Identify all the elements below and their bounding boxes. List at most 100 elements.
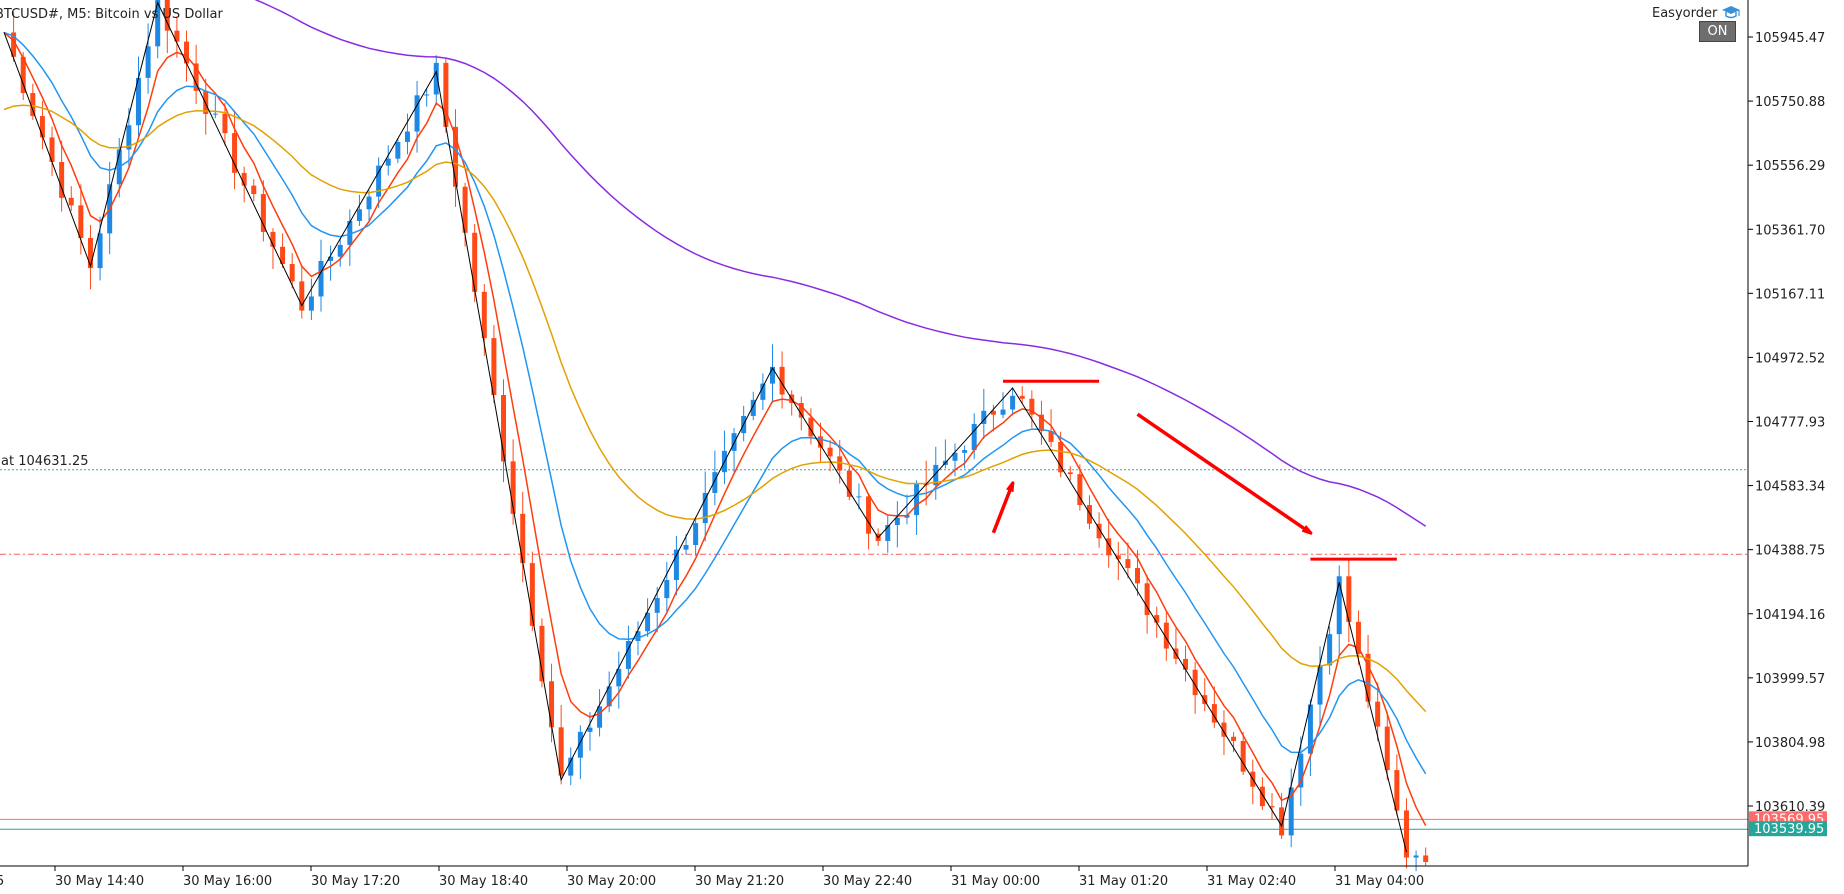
candle-body: [1355, 621, 1361, 654]
candle-body: [914, 483, 920, 516]
candle-body: [568, 757, 574, 776]
candle-body: [1029, 398, 1035, 415]
candle-body: [1115, 555, 1121, 560]
candle-body: [164, 0, 170, 31]
candle-body: [1375, 701, 1381, 727]
candle-body: [827, 447, 833, 457]
easyorder-label[interactable]: Easyorder: [1652, 3, 1741, 23]
chart-title: BTCUSD#, M5: Bitcoin vs US Dollar: [0, 7, 223, 22]
candle-body: [462, 186, 468, 233]
candle-body: [30, 93, 36, 117]
candle-body: [212, 113, 218, 115]
candle-body: [1327, 634, 1333, 666]
candle-body: [702, 492, 708, 524]
candle-body: [1298, 753, 1304, 788]
candle-body: [933, 464, 939, 486]
candle-body: [549, 681, 555, 728]
candle-body: [20, 56, 26, 94]
y-tick-label: 105750.88: [1755, 95, 1825, 110]
candle-body: [1211, 704, 1217, 723]
candle-body: [414, 95, 420, 132]
candle-body: [260, 194, 266, 232]
candle-body: [818, 436, 824, 448]
candle-body: [337, 244, 343, 257]
candle-body: [126, 125, 132, 150]
annotation-arrow: [1136, 412, 1311, 533]
candle-body: [529, 563, 535, 626]
candle-body: [808, 417, 814, 437]
candle-body: [49, 137, 55, 162]
y-tick-label: 105556.29: [1755, 159, 1825, 174]
ask-price-tag-bg: [1749, 821, 1827, 837]
candle-body: [1317, 665, 1323, 705]
candle-body: [308, 296, 314, 311]
candle-body: [356, 209, 362, 221]
candle-body: [1423, 855, 1429, 862]
candle-body: [78, 205, 84, 238]
y-tick-label: 105167.11: [1755, 287, 1825, 302]
candle-body: [971, 423, 977, 451]
x-tick-label: 31 May 00:00: [951, 874, 1040, 889]
candle-body: [1394, 770, 1400, 811]
graduation-cap-icon: [1722, 6, 1741, 19]
x-tick-label: 5: [0, 874, 4, 889]
candle-body: [472, 232, 478, 292]
ema-long-line: [254, 0, 1427, 527]
annotation-arrow: [991, 483, 1012, 534]
x-tick-label: 30 May 16:00: [183, 874, 272, 889]
candle-body: [962, 450, 968, 453]
candle-body: [1163, 622, 1169, 649]
candle-body: [193, 63, 199, 91]
zigzag-indicator: [3, 1, 1407, 853]
candles: [11, 0, 1429, 872]
horizontal-levels: [0, 469, 1748, 830]
candle-body: [846, 470, 852, 497]
candle-body: [174, 30, 180, 42]
candle-body: [683, 545, 689, 550]
candle-body: [155, 0, 161, 47]
easyorder-toggle-button[interactable]: ON: [1699, 21, 1736, 42]
x-tick-label: 30 May 22:40: [823, 874, 912, 889]
y-tick-label: 104388.75: [1755, 544, 1825, 559]
easyorder-text: Easyorder: [1652, 5, 1718, 21]
candle-body: [145, 46, 151, 78]
candle-body: [289, 263, 295, 282]
candle-body: [616, 668, 622, 687]
candle-body: [577, 731, 583, 758]
candle-body: [184, 41, 190, 64]
candle-body: [760, 383, 766, 400]
candle-body: [510, 461, 516, 514]
candle-body: [1202, 695, 1208, 705]
candle-body: [798, 403, 804, 418]
candle-body: [625, 640, 631, 669]
candle-body: [990, 410, 996, 415]
x-tick-label: 30 May 21:20: [695, 874, 784, 889]
candle-body: [750, 399, 756, 416]
ask-price-tag: 103539.95: [1754, 822, 1824, 837]
candle-body: [1010, 395, 1016, 410]
candle-body: [443, 62, 449, 127]
candle-body: [68, 197, 74, 206]
y-tick-label: 104194.16: [1755, 608, 1825, 623]
candle-body: [251, 185, 257, 195]
candle-body: [366, 196, 372, 210]
candle-body: [866, 496, 872, 534]
candle-body: [452, 126, 458, 187]
candle-body: [97, 233, 103, 269]
y-tick-label: 104777.93: [1755, 416, 1825, 431]
candle-body: [135, 77, 141, 126]
y-tick-label: 105945.47: [1755, 31, 1825, 46]
candle-body: [1144, 583, 1150, 616]
candle-body: [981, 410, 987, 424]
candle-body: [1336, 576, 1342, 635]
candle-body: [664, 580, 670, 599]
candle-body: [635, 631, 641, 641]
y-tick-label: 103804.98: [1755, 736, 1825, 751]
candle-body: [1279, 807, 1285, 836]
candle-body: [520, 513, 526, 564]
candle-body: [894, 517, 900, 526]
candle-body: [1019, 395, 1025, 399]
x-tick-label: 30 May 17:20: [311, 874, 400, 889]
